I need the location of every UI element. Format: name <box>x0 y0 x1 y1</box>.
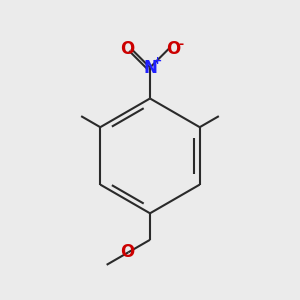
Text: +: + <box>153 56 162 66</box>
Text: -: - <box>178 38 184 51</box>
Text: O: O <box>120 40 134 58</box>
Text: O: O <box>166 40 180 58</box>
Text: N: N <box>144 58 158 76</box>
Text: O: O <box>120 243 134 261</box>
